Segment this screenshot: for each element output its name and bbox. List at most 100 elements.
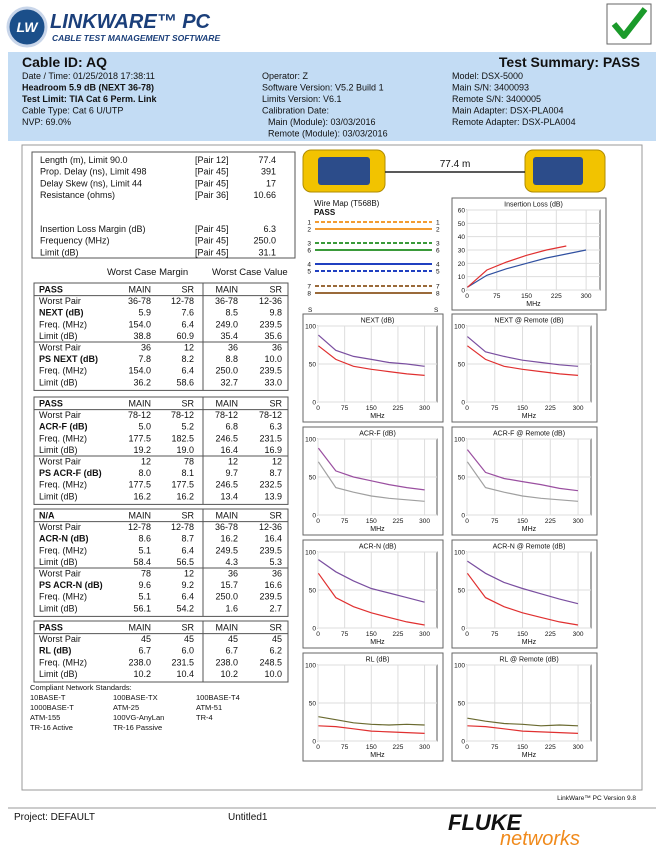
row-value: 249.0 [215, 319, 238, 329]
row-value: 12-78 [171, 296, 194, 306]
tester-graphic [302, 149, 606, 193]
data-line [318, 725, 425, 734]
column-head: SR [269, 623, 282, 633]
x-axis-label: MHz [522, 639, 537, 646]
row-label: Worst Pair [39, 457, 81, 467]
x-tick-label: 0 [465, 293, 469, 300]
row-label: Freq. (MHz) [39, 480, 87, 490]
summary-line: Main Adapter: DSX-PLA004 [452, 106, 564, 116]
row-value: 36 [272, 569, 282, 579]
row-value: 182.5 [171, 433, 194, 443]
remote-screen [533, 157, 583, 185]
pin-right: 7 [436, 284, 440, 291]
y-tick-label: 100 [305, 324, 316, 331]
row-label: PS ACR-N (dB) [39, 580, 103, 590]
data-line [467, 345, 579, 376]
x-tick-label: 75 [341, 631, 349, 638]
data-line [467, 725, 579, 734]
row-value: 10.2 [133, 669, 151, 679]
x-axis-label: MHz [370, 752, 385, 759]
column-head: SR [269, 399, 282, 409]
section-box [33, 620, 289, 683]
x-tick-label: 225 [392, 631, 403, 638]
column-head: SR [181, 399, 194, 409]
data-line [466, 449, 579, 492]
row-label: Limit (dB) [39, 603, 78, 613]
data-line [467, 245, 567, 288]
row-value: 16.4 [220, 445, 238, 455]
row-label: Limit (dB) [39, 491, 78, 501]
row-value: 9.8 [269, 308, 282, 318]
x-tick-label: 75 [341, 744, 349, 751]
standard: TR-16 Passive [113, 723, 162, 732]
x-tick-label: 75 [491, 631, 499, 638]
row-value: 36-78 [215, 522, 238, 532]
x-axis-label: MHz [526, 301, 541, 308]
row-value: 78-12 [215, 410, 238, 420]
row-value: 249.5 [215, 545, 238, 555]
column-head: SR [181, 285, 194, 295]
standard: TR-4 [196, 713, 213, 722]
row-label: Freq. (MHz) [39, 319, 87, 329]
column-head: MAIN [129, 623, 152, 633]
row-value: 78-12 [259, 410, 282, 420]
row-label: Freq. (MHz) [39, 433, 87, 443]
row-value: 16.2 [220, 534, 238, 544]
row-value: 36 [228, 569, 238, 579]
column-head: MAIN [129, 511, 152, 521]
row-value: 16.2 [176, 491, 194, 501]
y-tick-label: 50 [458, 475, 466, 482]
standards-title: Compliant Network Standards: [30, 683, 132, 692]
x-tick-label: 75 [491, 518, 499, 525]
y-tick-label: 30 [458, 248, 466, 255]
row-value: 10.4 [176, 669, 194, 679]
row-value: 246.5 [215, 433, 238, 443]
row-value: 6.4 [181, 545, 194, 555]
y-tick-label: 0 [312, 739, 316, 746]
chart-title: RL (dB) [366, 657, 390, 664]
version: LinkWare™ PC Version 9.8 [557, 795, 636, 802]
data-line [466, 572, 579, 626]
pin-left: 4 [307, 262, 311, 269]
section-status: N/A [39, 511, 55, 521]
standard: 100VG-AnyLan [113, 713, 164, 722]
data-line [318, 559, 425, 603]
standard: 100BASE-TX [113, 693, 158, 702]
measure-pair: [Pair 45] [195, 247, 229, 257]
row-value: 177.5 [171, 480, 194, 490]
column-head: MAIN [216, 623, 239, 633]
summary-line: Remote Adapter: DSX-PLA004 [452, 117, 576, 127]
row-value: 238.0 [128, 657, 151, 667]
x-tick-label: 225 [392, 744, 403, 751]
y-tick-label: 100 [305, 437, 316, 444]
chart-title: ACR-N @ Remote (dB) [493, 544, 566, 551]
standard: 1000BASE-T [30, 703, 74, 712]
row-label: Limit (dB) [39, 445, 78, 455]
data-line [467, 249, 587, 288]
row-value: 56.1 [133, 603, 151, 613]
x-tick-label: 300 [419, 518, 430, 525]
x-axis-label: MHz [522, 413, 537, 420]
row-value: 32.7 [220, 377, 238, 387]
x-tick-label: 300 [573, 631, 584, 638]
row-value: 78-12 [171, 410, 194, 420]
row-value: 239.5 [259, 366, 282, 376]
column-head: SR [181, 623, 194, 633]
standard: 100BASE-T4 [196, 693, 240, 702]
project: Project: DEFAULT [14, 812, 95, 823]
summary-line: Cable Type: Cat 6 U/UTP [22, 106, 123, 116]
row-value: 5.0 [138, 422, 151, 432]
summary-line: Limits Version: V6.1 [262, 94, 342, 104]
pin-right: 8 [436, 291, 440, 298]
row-value: 9.6 [138, 580, 151, 590]
row-label: Freq. (MHz) [39, 657, 87, 667]
summary-line: Date / Time: 01/25/2018 17:38:11 [22, 71, 155, 81]
y-tick-label: 60 [458, 208, 466, 215]
pin-right: 2 [436, 227, 440, 234]
y-tick-label: 0 [461, 739, 465, 746]
standard: ATM-51 [196, 703, 222, 712]
row-value: 36 [228, 343, 238, 353]
y-tick-label: 50 [309, 588, 317, 595]
wire-map-title: Wire Map (T568B) [314, 199, 380, 208]
